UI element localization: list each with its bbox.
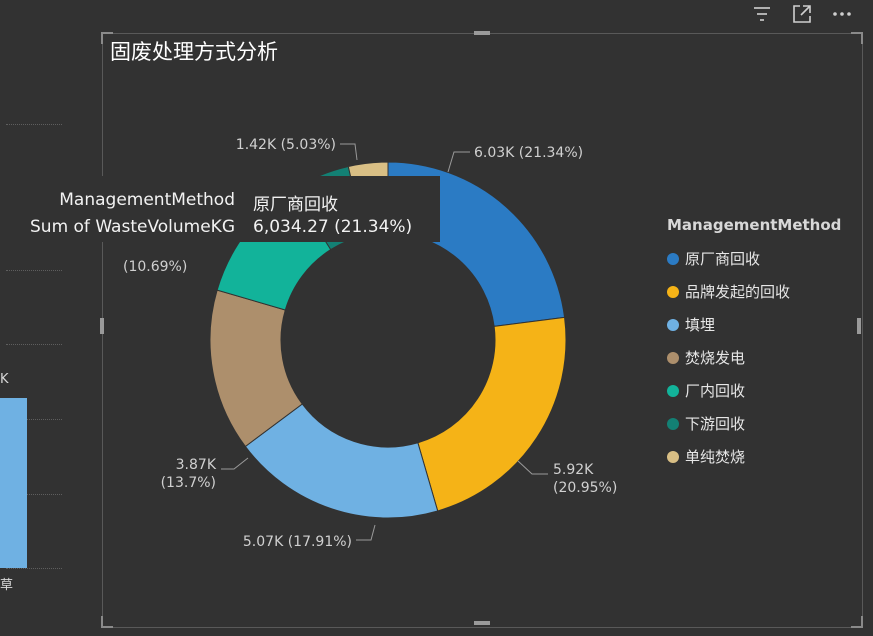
tooltip-value: 原厂商回收: [253, 190, 338, 215]
leader-line: [356, 525, 375, 540]
legend-label: 下游回收: [685, 413, 745, 434]
legend-label: 原厂商回收: [685, 248, 760, 269]
legend-item[interactable]: 填埋: [667, 308, 841, 341]
legend-item[interactable]: 厂内回收: [667, 374, 841, 407]
data-label: 5.07K (17.91%): [243, 534, 352, 550]
legend-label: 单纯焚烧: [685, 446, 745, 467]
leader-line: [221, 458, 248, 469]
legend-label: 品牌发起的回收: [685, 281, 790, 302]
data-label: (13.7%): [161, 475, 216, 491]
tooltip-key: ManagementMethod: [59, 190, 235, 210]
data-label: (20.95%): [553, 480, 617, 496]
data-label: 6.03K (21.34%): [474, 145, 583, 161]
legend: ManagementMethod 原厂商回收 品牌发起的回收 填埋 焚烧发电 厂…: [667, 216, 841, 473]
data-label: 5.92K: [553, 462, 594, 478]
leader-line: [518, 461, 548, 474]
legend-marker: [667, 286, 679, 298]
data-label: (10.69%): [123, 259, 187, 275]
donut-slice[interactable]: [418, 317, 566, 511]
legend-marker: [667, 253, 679, 265]
tooltip-key: Sum of WasteVolumeKG: [30, 217, 235, 237]
legend-title: ManagementMethod: [667, 216, 841, 234]
legend-item[interactable]: 下游回收: [667, 407, 841, 440]
legend-marker: [667, 451, 679, 463]
legend-marker: [667, 319, 679, 331]
data-label: 3.87K: [176, 457, 217, 473]
legend-item[interactable]: 原厂商回收: [667, 242, 841, 275]
legend-item[interactable]: 单纯焚烧: [667, 440, 841, 473]
tooltip: ManagementMethod 原厂商回收 Sum of WasteVolum…: [0, 176, 440, 242]
legend-label: 焚烧发电: [685, 347, 745, 368]
legend-item[interactable]: 焚烧发电: [667, 341, 841, 374]
legend-marker: [667, 352, 679, 364]
legend-label: 填埋: [685, 314, 715, 335]
legend-marker: [667, 418, 679, 430]
leader-line: [340, 144, 357, 160]
legend-marker: [667, 385, 679, 397]
legend-label: 厂内回收: [685, 380, 745, 401]
legend-item[interactable]: 品牌发起的回收: [667, 275, 841, 308]
data-label: 1.42K (5.03%): [236, 137, 336, 153]
tooltip-value: 6,034.27 (21.34%): [253, 217, 412, 237]
leader-line: [448, 152, 470, 172]
